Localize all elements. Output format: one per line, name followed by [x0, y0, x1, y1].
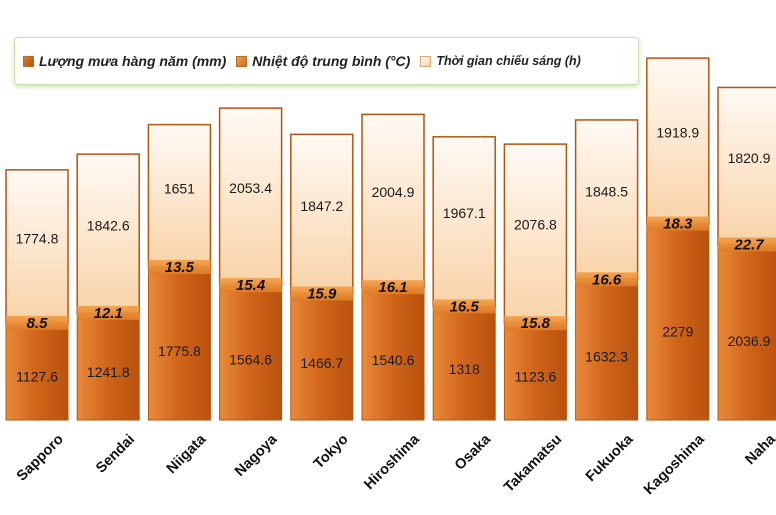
legend-label-temp: Nhiệt độ trung bình (°C): [252, 53, 411, 69]
value-label-sun: 2076.8: [514, 217, 557, 233]
value-label-rain: 1564.6: [229, 351, 272, 367]
category-label: Sapporo: [14, 431, 67, 484]
bar-sun-sapporo: [5, 169, 69, 324]
legend-item-sun: Thời gian chiếu sáng (h): [420, 54, 581, 68]
bar-temp-sapporo: [6, 315, 68, 330]
bar-rain-hiroshima: [361, 286, 425, 421]
bar-temp-osaka: [433, 299, 496, 314]
value-label-temp: 8.5: [27, 315, 49, 332]
legend-item-rain: Lượng mưa hàng năm (mm): [23, 53, 226, 69]
bar-rain-nagoya: [219, 284, 283, 421]
value-label-temp: 16.6: [592, 271, 622, 288]
bar-sun-tokyo: [290, 133, 354, 295]
value-label-sun: 2053.4: [229, 180, 272, 196]
value-label-sun: 1820.9: [728, 150, 771, 166]
legend-label-rain: Lượng mưa hàng năm (mm): [39, 53, 227, 69]
value-label-temp: 13.5: [165, 259, 195, 276]
value-label-rain: 1540.6: [372, 352, 415, 368]
value-label-temp: 15.9: [307, 286, 337, 303]
bar-rain-tokyo: [290, 293, 354, 421]
legend-swatch-rain: [23, 55, 34, 67]
value-label-sun: 1842.6: [87, 218, 130, 234]
category-label: Tokyo: [311, 431, 352, 472]
value-label-rain: 1123.6: [515, 368, 557, 384]
bar-sun-hiroshima: [361, 113, 425, 288]
bar-temp-nagoya: [219, 278, 282, 293]
value-label-temp: 15.4: [236, 277, 266, 294]
value-label-rain: 1318: [449, 361, 480, 377]
value-label-temp: 15.8: [521, 315, 551, 332]
bar-temp-kagoshima: [646, 216, 709, 231]
value-label-temp: 22.7: [733, 236, 764, 253]
value-label-sun: 1774.8: [16, 231, 59, 247]
category-label: Osaka: [452, 431, 495, 474]
category-label: Naha: [742, 431, 776, 468]
bar-rain-sapporo: [5, 322, 69, 421]
value-label-sun: 2004.9: [372, 184, 415, 200]
value-label-rain: 2279: [662, 324, 693, 340]
category-label: Niigata: [164, 431, 210, 477]
bar-temp-fukuoka: [575, 272, 638, 287]
value-label-sun: 1847.2: [300, 198, 343, 214]
legend-swatch-temp: [236, 55, 248, 67]
value-label-sun: 1651: [164, 181, 195, 197]
bar-rain-kagoshima: [646, 223, 710, 421]
bar-sun-kagoshima: [646, 57, 710, 225]
bar-rain-fukuoka: [575, 278, 639, 421]
value-label-sun: 1967.1: [443, 205, 486, 221]
bar-sun-naha: [717, 86, 776, 246]
category-label: Fukuoka: [583, 431, 637, 485]
value-label-rain: 1241.8: [87, 364, 130, 380]
category-label: Takamatsu: [501, 432, 565, 496]
legend-label-sun: Thời gian chiếu sáng (h): [436, 54, 581, 68]
bar-sun-nagoya: [218, 107, 283, 286]
bar-temp-niigata: [148, 259, 211, 274]
bar-temp-naha: [718, 237, 776, 252]
category-label: Hiroshima: [361, 431, 423, 493]
bar-sun-osaka: [432, 136, 496, 308]
bar-rain-sendai: [76, 312, 140, 421]
bar-rain-niigata: [147, 266, 211, 421]
bar-sun-fukuoka: [574, 119, 639, 281]
value-label-rain: 2036.9: [728, 333, 771, 349]
value-label-sun: 1918.9: [656, 125, 699, 141]
value-label-rain: 1632.3: [585, 349, 628, 365]
value-label-temp: 16.5: [450, 298, 480, 315]
bar-sun-niigata: [147, 123, 212, 268]
value-label-temp: 12.1: [94, 305, 123, 322]
bar-rain-naha: [717, 243, 776, 421]
bar-rain-takamatsu: [503, 322, 567, 421]
legend-swatch-sun: [420, 55, 432, 67]
bar-temp-takamatsu: [504, 316, 567, 331]
value-label-temp: 16.1: [378, 279, 407, 296]
category-label: Kagoshima: [641, 431, 708, 498]
value-label-sun: 1848.5: [585, 184, 628, 200]
value-label-rain: 1466.7: [300, 355, 343, 371]
bar-temp-hiroshima: [362, 280, 424, 295]
bar-temp-tokyo: [290, 286, 353, 301]
bar-sun-takamatsu: [503, 143, 568, 324]
value-label-rain: 1127.6: [16, 368, 58, 384]
value-label-rain: 1775.8: [158, 343, 201, 359]
value-label-temp: 18.3: [663, 216, 693, 233]
bar-rain-osaka: [432, 305, 496, 421]
chart-legend: Lượng mưa hàng năm (mm) Nhiệt độ trung b…: [14, 37, 639, 85]
category-label: Sendai: [93, 432, 138, 477]
legend-item-temp: Nhiệt độ trung bình (°C): [236, 53, 410, 69]
bar-temp-sendai: [77, 305, 140, 320]
category-label: Nagoya: [232, 431, 281, 480]
